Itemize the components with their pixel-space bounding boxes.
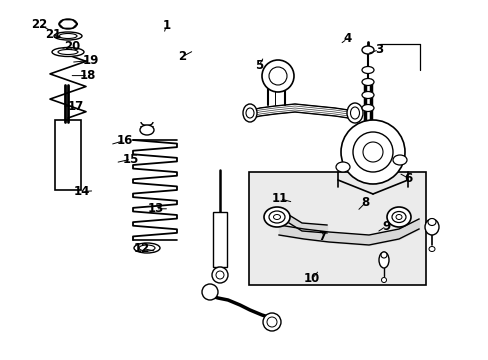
Circle shape xyxy=(202,284,218,300)
Ellipse shape xyxy=(427,219,435,225)
Text: 3: 3 xyxy=(374,43,382,56)
Text: 2: 2 xyxy=(178,50,185,63)
Text: 6: 6 xyxy=(404,172,411,185)
Text: 4: 4 xyxy=(343,32,350,45)
Ellipse shape xyxy=(392,155,406,165)
Circle shape xyxy=(216,271,224,279)
Ellipse shape xyxy=(52,48,84,57)
Ellipse shape xyxy=(395,215,401,220)
Text: 9: 9 xyxy=(382,220,389,233)
Ellipse shape xyxy=(134,243,160,253)
Text: 8: 8 xyxy=(361,196,369,209)
Ellipse shape xyxy=(139,245,155,251)
Text: 1: 1 xyxy=(162,19,170,32)
Circle shape xyxy=(340,120,404,184)
Ellipse shape xyxy=(386,207,410,227)
Bar xyxy=(249,172,426,285)
Ellipse shape xyxy=(273,215,280,220)
Text: 19: 19 xyxy=(82,54,99,67)
Text: 11: 11 xyxy=(271,192,287,205)
Text: 16: 16 xyxy=(116,134,133,147)
Text: 14: 14 xyxy=(74,185,90,198)
Circle shape xyxy=(362,142,382,162)
Ellipse shape xyxy=(380,252,386,258)
Ellipse shape xyxy=(140,125,154,135)
Ellipse shape xyxy=(428,247,434,252)
Ellipse shape xyxy=(54,32,82,40)
Bar xyxy=(55,120,81,190)
Text: 20: 20 xyxy=(64,40,81,53)
Text: 12: 12 xyxy=(133,242,150,255)
Ellipse shape xyxy=(378,252,388,268)
Ellipse shape xyxy=(243,104,257,122)
Ellipse shape xyxy=(361,67,373,73)
Ellipse shape xyxy=(361,46,373,54)
Circle shape xyxy=(263,313,281,331)
Ellipse shape xyxy=(361,78,373,86)
Ellipse shape xyxy=(59,19,77,29)
Text: 10: 10 xyxy=(303,273,320,285)
Text: 17: 17 xyxy=(67,100,84,113)
Text: 13: 13 xyxy=(147,202,163,215)
Ellipse shape xyxy=(381,278,386,283)
Bar xyxy=(213,212,226,267)
Circle shape xyxy=(262,60,293,92)
Text: 7: 7 xyxy=(318,230,326,243)
Ellipse shape xyxy=(264,207,289,227)
Circle shape xyxy=(268,67,286,85)
Text: 22: 22 xyxy=(31,18,47,31)
Ellipse shape xyxy=(59,33,77,39)
Ellipse shape xyxy=(361,104,373,112)
Circle shape xyxy=(352,132,392,172)
Ellipse shape xyxy=(268,211,285,223)
Ellipse shape xyxy=(335,162,349,172)
Circle shape xyxy=(266,317,276,327)
Ellipse shape xyxy=(350,107,359,119)
Text: 18: 18 xyxy=(80,69,96,82)
Ellipse shape xyxy=(361,91,373,99)
Ellipse shape xyxy=(58,50,78,54)
Ellipse shape xyxy=(424,219,438,235)
Text: 21: 21 xyxy=(44,28,61,41)
Ellipse shape xyxy=(391,212,405,222)
Text: 15: 15 xyxy=(122,153,139,166)
Circle shape xyxy=(212,267,227,283)
Text: 5: 5 xyxy=(255,59,263,72)
Ellipse shape xyxy=(245,108,253,118)
Ellipse shape xyxy=(346,103,362,123)
